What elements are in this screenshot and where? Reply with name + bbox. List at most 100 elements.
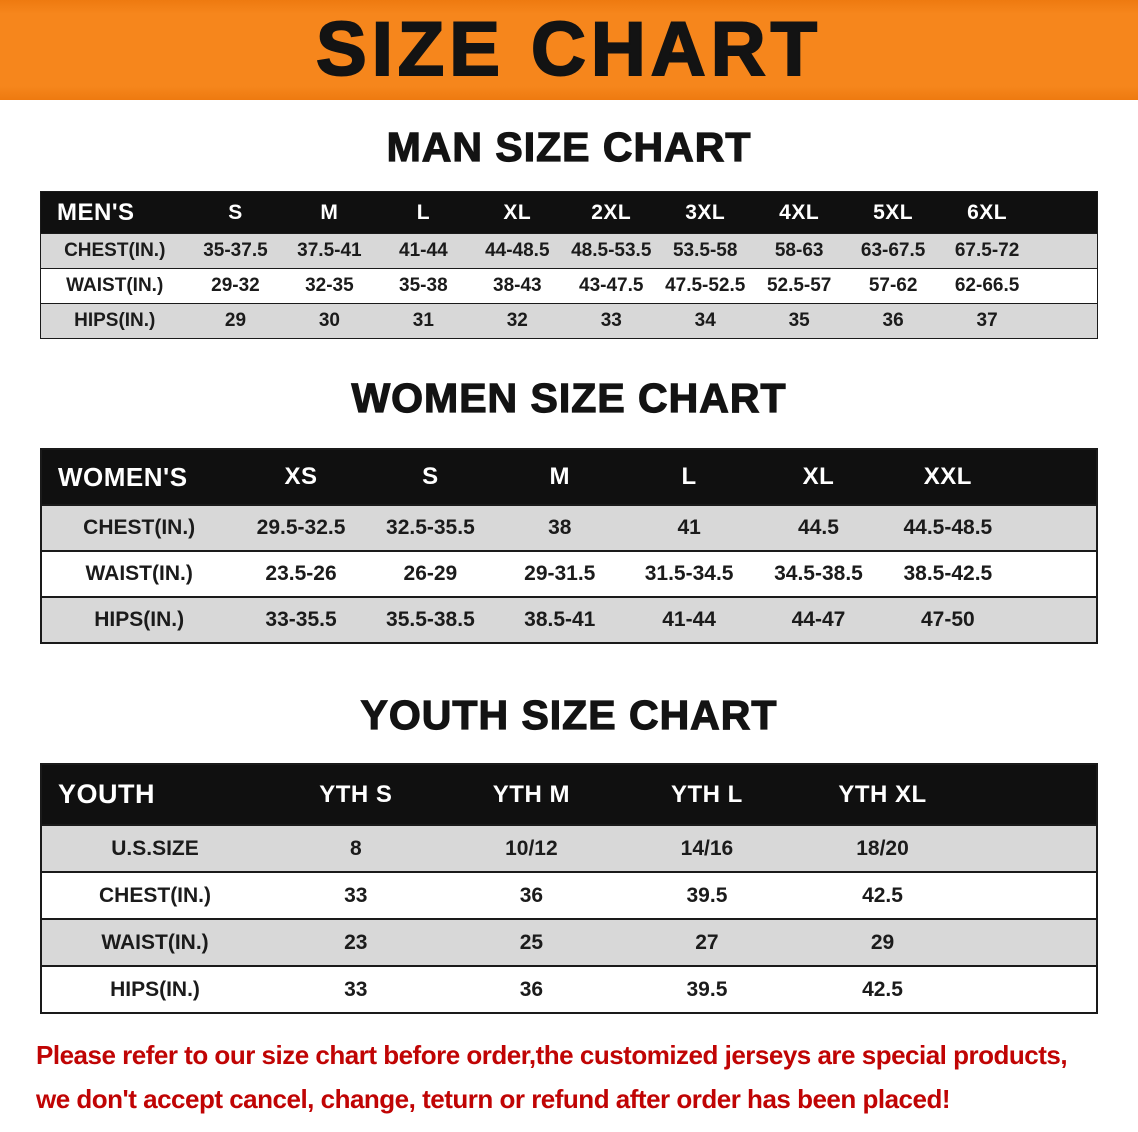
measurement-label: HIPS(IN.) — [41, 596, 237, 643]
size-column-header: YTH S — [268, 763, 444, 825]
women-size-table: WOMEN'S XS S M L XL XXL CHEST(IN.) 29.5-32.5 32.5… — [40, 448, 1098, 644]
size-column-header: L — [624, 448, 754, 505]
measurement-label: HIPS(IN.) — [40, 303, 189, 339]
youth-measurement-row: U.S.SIZE 8 10/12 14/16 18/20 — [41, 824, 1097, 872]
youth-section-heading: YOUTH SIZE CHART — [360, 691, 778, 738]
size-value: 39.5 — [619, 871, 795, 919]
measurement-label: WAIST(IN.) — [41, 918, 269, 966]
size-value: 53.5-58 — [658, 233, 753, 269]
size-value: 34 — [658, 303, 753, 339]
size-value: 37.5-41 — [282, 233, 377, 269]
size-value: 32-35 — [282, 268, 377, 304]
youth-header-row: YOUTH YTH S YTH M YTH L YTH XL — [41, 763, 1097, 825]
size-value: 30 — [282, 303, 377, 339]
size-value: 52.5-57 — [752, 268, 847, 304]
measurement-label: CHEST(IN.) — [40, 233, 189, 269]
size-column-header: YTH L — [619, 763, 795, 825]
size-value: 36 — [443, 965, 620, 1013]
filler-cell — [1012, 596, 1097, 643]
size-value: 42.5 — [794, 871, 971, 919]
banner-title: SIZE CHART — [315, 7, 822, 92]
size-value: 23 — [268, 918, 444, 966]
size-column-header: YTH XL — [794, 763, 971, 825]
size-value: 44.5-48.5 — [883, 504, 1013, 551]
measurement-label: HIPS(IN.) — [41, 965, 269, 1013]
men-measurement-row: WAIST(IN.) 29-32 32-35 35-38 38-43 43-47.5 47.… — [40, 268, 1098, 304]
size-column-header: 2XL — [564, 191, 659, 234]
size-value: 47.5-52.5 — [658, 268, 753, 304]
size-value: 33-35.5 — [236, 596, 366, 643]
size-column-header: XS — [236, 448, 366, 505]
youth-size-table-container: YOUTH YTH S YTH M YTH L YTH XL U.S.SIZE 8 10/12… — [40, 763, 1098, 1014]
size-value: 38.5-42.5 — [883, 550, 1013, 597]
size-value: 42.5 — [794, 965, 971, 1013]
measurement-label: WAIST(IN.) — [41, 550, 237, 597]
size-value: 57-62 — [846, 268, 941, 304]
size-value: 58-63 — [752, 233, 847, 269]
size-value: 35.5-38.5 — [365, 596, 496, 643]
women-table-title: WOMEN'S — [41, 448, 237, 505]
filler-cell — [1012, 448, 1097, 505]
measurement-label: U.S.SIZE — [41, 824, 269, 872]
filler-cell — [1012, 550, 1097, 597]
size-value: 29.5-32.5 — [236, 504, 366, 551]
size-column-header: 4XL — [752, 191, 847, 234]
size-value: 43-47.5 — [564, 268, 659, 304]
women-header-row: WOMEN'S XS S M L XL XXL — [41, 448, 1097, 505]
women-size-table-container: WOMEN'S XS S M L XL XXL CHEST(IN.) 29.5-32.5 32.5… — [40, 448, 1098, 644]
women-section-heading: WOMEN SIZE CHART — [351, 374, 787, 421]
size-value: 36 — [846, 303, 941, 339]
size-column-header: L — [376, 191, 471, 234]
filler-cell — [970, 763, 1097, 825]
size-value: 34.5-38.5 — [753, 550, 884, 597]
size-value: 36 — [443, 871, 620, 919]
measurement-label: CHEST(IN.) — [41, 871, 269, 919]
size-value: 10/12 — [443, 824, 620, 872]
men-measurement-row: CHEST(IN.) 35-37.5 37.5-41 41-44 44-48.5 48.5… — [40, 233, 1098, 269]
youth-measurement-row: HIPS(IN.) 33 36 39.5 42.5 — [41, 965, 1097, 1013]
size-value: 32.5-35.5 — [365, 504, 496, 551]
size-value: 29-32 — [188, 268, 283, 304]
size-value: 27 — [619, 918, 795, 966]
size-value: 38-43 — [470, 268, 565, 304]
men-size-section: MAN SIZE CHART MEN'S S M L XL 2XL 3XL 4XL 5XL 6XL… — [0, 123, 1138, 339]
size-column-header: M — [282, 191, 377, 234]
disclaimer-line-2: we don't accept cancel, change, teturn o… — [36, 1084, 951, 1114]
size-value: 31 — [376, 303, 471, 339]
size-value: 38.5-41 — [495, 596, 625, 643]
size-value: 29 — [794, 918, 971, 966]
size-chart-banner: SIZE CHART — [0, 0, 1138, 100]
size-value: 35-38 — [376, 268, 471, 304]
size-value: 41 — [624, 504, 754, 551]
size-value: 62-66.5 — [940, 268, 1035, 304]
size-value: 33 — [268, 871, 444, 919]
size-chart-content: MAN SIZE CHART MEN'S S M L XL 2XL 3XL 4XL 5XL 6XL… — [0, 123, 1138, 1014]
size-column-header: 5XL — [846, 191, 941, 234]
size-value: 47-50 — [883, 596, 1013, 643]
size-value: 39.5 — [619, 965, 795, 1013]
size-column-header: S — [188, 191, 283, 234]
filler-cell — [1034, 303, 1098, 339]
size-column-header: 6XL — [940, 191, 1035, 234]
size-column-header: M — [495, 448, 625, 505]
size-value: 33 — [564, 303, 659, 339]
size-value: 38 — [495, 504, 625, 551]
size-value: 35-37.5 — [188, 233, 283, 269]
filler-cell — [970, 824, 1097, 872]
women-measurement-row: WAIST(IN.) 23.5-26 26-29 29-31.5 31.5-34.5 34… — [41, 550, 1097, 597]
size-value: 41-44 — [624, 596, 754, 643]
size-value: 44-47 — [753, 596, 884, 643]
size-value: 31.5-34.5 — [624, 550, 754, 597]
size-column-header: YTH M — [443, 763, 620, 825]
size-column-header: XL — [470, 191, 565, 234]
size-value: 37 — [940, 303, 1035, 339]
size-value: 29 — [188, 303, 283, 339]
filler-cell — [970, 918, 1097, 966]
disclaimer-line-1: Please refer to our size chart before or… — [36, 1040, 1068, 1070]
size-value: 8 — [268, 824, 444, 872]
measurement-label: WAIST(IN.) — [40, 268, 189, 304]
men-measurement-row: HIPS(IN.) 29 30 31 32 33 34 35 36 37 — [40, 303, 1098, 339]
youth-size-table: YOUTH YTH S YTH M YTH L YTH XL U.S.SIZE 8 10/12… — [40, 763, 1098, 1014]
size-value: 18/20 — [794, 824, 971, 872]
men-section-heading: MAN SIZE CHART — [386, 123, 752, 170]
